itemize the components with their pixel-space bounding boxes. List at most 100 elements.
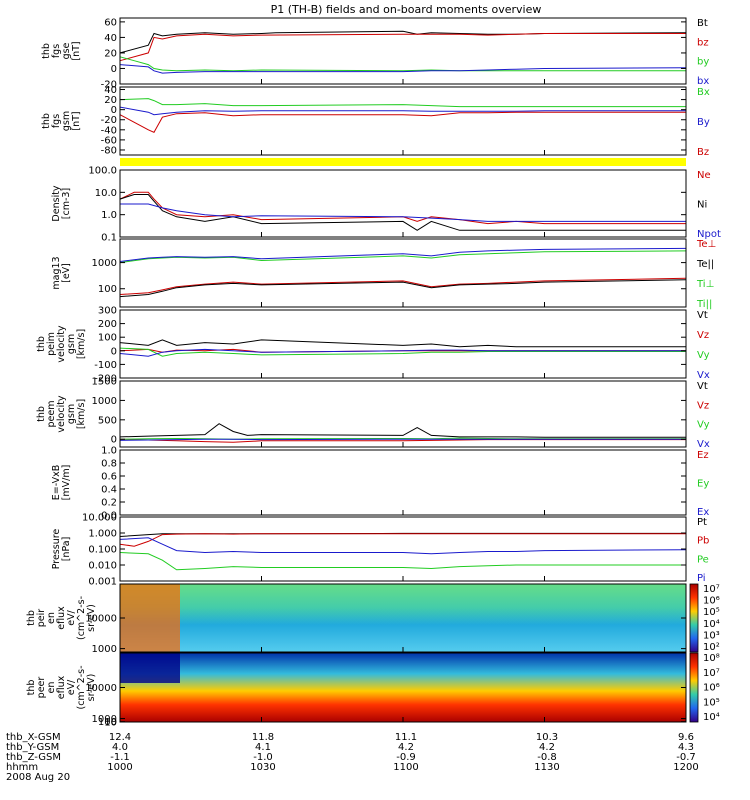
series-Vt bbox=[119, 423, 686, 438]
x-row-value: 9.6 bbox=[678, 732, 694, 743]
panel-7: Ez Ey Ex 1.0 0.8 0.6 0.4 0.2 0.0 E=-VxB [mV/m] bbox=[51, 446, 709, 522]
colorbar-label: 10³ bbox=[703, 630, 720, 641]
y-tick-label: 1.000 bbox=[88, 529, 117, 540]
y-axis-label: peer bbox=[36, 677, 47, 699]
y-tick-label: 1.0 bbox=[101, 446, 117, 457]
legend-Pi: Pi bbox=[697, 573, 706, 584]
x-row-value: 4.2 bbox=[398, 742, 414, 753]
legend-Vy: Vy bbox=[697, 420, 710, 431]
y-tick-label: 200 bbox=[98, 319, 117, 330]
y-axis-label: fgs bbox=[51, 114, 62, 128]
y-axis-label: en bbox=[46, 682, 57, 694]
panel-5: Vt Vz Vy Vx 300 200 100 0 -100 -200 thb peim velocit… bbox=[36, 306, 710, 385]
legend-Vt: Vt bbox=[697, 381, 708, 392]
legend-Vx: Vx bbox=[697, 439, 710, 450]
legend-by: by bbox=[697, 57, 709, 68]
y-tick-label: 20 bbox=[104, 48, 117, 59]
series-Ni bbox=[119, 194, 686, 231]
series-Ti⊥ bbox=[119, 247, 687, 262]
y-axis-label: sr-eV) bbox=[86, 604, 97, 632]
legend-By: By bbox=[697, 117, 710, 128]
y-axis-label: [eV] bbox=[61, 263, 72, 283]
x-axis-annotations: thb_X-GSM 12.4 11.8 11.1 10.3 9.6 thb_Y-GSM 4.0… bbox=[6, 732, 699, 783]
y-axis-label: [km/s] bbox=[76, 329, 87, 359]
y-tick-label: 0.1 bbox=[101, 233, 117, 244]
y-tick-label: -100 bbox=[94, 360, 117, 371]
y-tick-label: 10000 bbox=[85, 614, 117, 625]
y-axis-label: [nT] bbox=[71, 111, 82, 130]
y-tick-label: 0 bbox=[111, 346, 117, 357]
series-Te⊥ bbox=[119, 277, 687, 295]
y-axis-label: eV/ bbox=[66, 679, 77, 695]
legend-Ti||: Ti|| bbox=[696, 299, 712, 310]
panel-1: Bt bz by bx 60 40 20 0 -20 thb fgs gse [nT] bbox=[41, 17, 709, 90]
legend-Ni: Ni bbox=[697, 200, 707, 211]
legend-Vx: Vx bbox=[697, 370, 710, 381]
series-Vx bbox=[119, 438, 686, 441]
x-row-value: -0.8 bbox=[537, 752, 557, 763]
panel-frame bbox=[119, 309, 687, 379]
y-axis-label: E=-VxB bbox=[51, 465, 62, 500]
y-tick-label: 0.0 bbox=[101, 511, 117, 522]
colorbar-label: 10² bbox=[703, 642, 720, 653]
y-tick-label: 10.000 bbox=[82, 513, 117, 524]
y-tick-label: 300 bbox=[98, 306, 117, 317]
x-row-value: 4.2 bbox=[539, 742, 555, 753]
legend-Ne: Ne bbox=[697, 170, 711, 181]
series-Vx bbox=[119, 348, 686, 357]
yellow-band bbox=[120, 158, 686, 166]
panel-3: Ne Ni Npot 100.0 10.0 1.0 0.1 Density [cm-3] bbox=[51, 166, 721, 244]
x-row-value: 1130 bbox=[534, 762, 559, 773]
legend-Vz: Vz bbox=[697, 400, 709, 411]
legend-Vt: Vt bbox=[697, 310, 708, 321]
x-row-value: 1100 bbox=[393, 762, 418, 773]
y-tick-label: 0 bbox=[111, 64, 117, 75]
y-tick-label: -20 bbox=[101, 115, 117, 126]
y-axis-label: velocity bbox=[56, 325, 67, 363]
y-tick-label: -80 bbox=[101, 145, 117, 156]
panel-frame bbox=[119, 86, 687, 156]
x-row-value: -0.9 bbox=[396, 752, 416, 763]
y-tick-label: 0.100 bbox=[88, 545, 117, 556]
series-bx bbox=[119, 64, 687, 74]
x-row-value: 11.8 bbox=[252, 732, 274, 743]
colorbar-label: 10⁸ bbox=[703, 653, 720, 664]
series-by bbox=[119, 56, 686, 72]
series-By bbox=[119, 106, 686, 116]
y-tick-label: 60 bbox=[104, 17, 117, 28]
y-axis-label: thb bbox=[26, 680, 37, 696]
y-tick-label: 1000 bbox=[92, 644, 117, 655]
y-axis-label: thb bbox=[36, 406, 47, 422]
x-row-value: 1000 bbox=[107, 762, 132, 773]
series-Vt bbox=[119, 339, 686, 348]
panel-frame bbox=[119, 516, 687, 582]
y-axis-label: [nPa] bbox=[61, 537, 72, 562]
y-tick-label: 100 bbox=[98, 717, 117, 728]
legend-Npot: Npot bbox=[697, 229, 721, 240]
legend-Bz: Bz bbox=[697, 147, 709, 158]
y-axis-label: gse bbox=[61, 42, 72, 59]
spectrogram-10 bbox=[120, 653, 686, 722]
y-tick-label: 40 bbox=[104, 85, 117, 96]
legend-Vz: Vz bbox=[697, 330, 709, 341]
y-axis-label: fgs bbox=[51, 44, 62, 58]
y-axis-label: (cm^2-s- bbox=[76, 666, 87, 710]
series-Te|| bbox=[119, 279, 687, 298]
y-tick-label: 0.2 bbox=[101, 498, 117, 509]
y-axis-label: eflux bbox=[56, 606, 67, 630]
panel-frame bbox=[119, 17, 687, 85]
x-row-value: 1200 bbox=[673, 762, 698, 773]
y-axis-label: (cm^2-s- bbox=[76, 596, 87, 640]
y-axis-label: peem bbox=[46, 401, 57, 428]
x-row-value: 4.0 bbox=[112, 742, 128, 753]
y-axis-label: [cm-3] bbox=[61, 188, 72, 219]
y-tick-label: 1000 bbox=[92, 396, 117, 407]
y-axis-label: Density bbox=[51, 185, 62, 221]
legend-Te||: Te|| bbox=[696, 259, 714, 270]
x-row-value: 4.3 bbox=[678, 742, 694, 753]
colorbar-label: 10⁴ bbox=[703, 619, 720, 630]
colorbar-label: 10⁶ bbox=[703, 683, 720, 694]
x-row-label: thb_Y-GSM bbox=[6, 742, 59, 753]
